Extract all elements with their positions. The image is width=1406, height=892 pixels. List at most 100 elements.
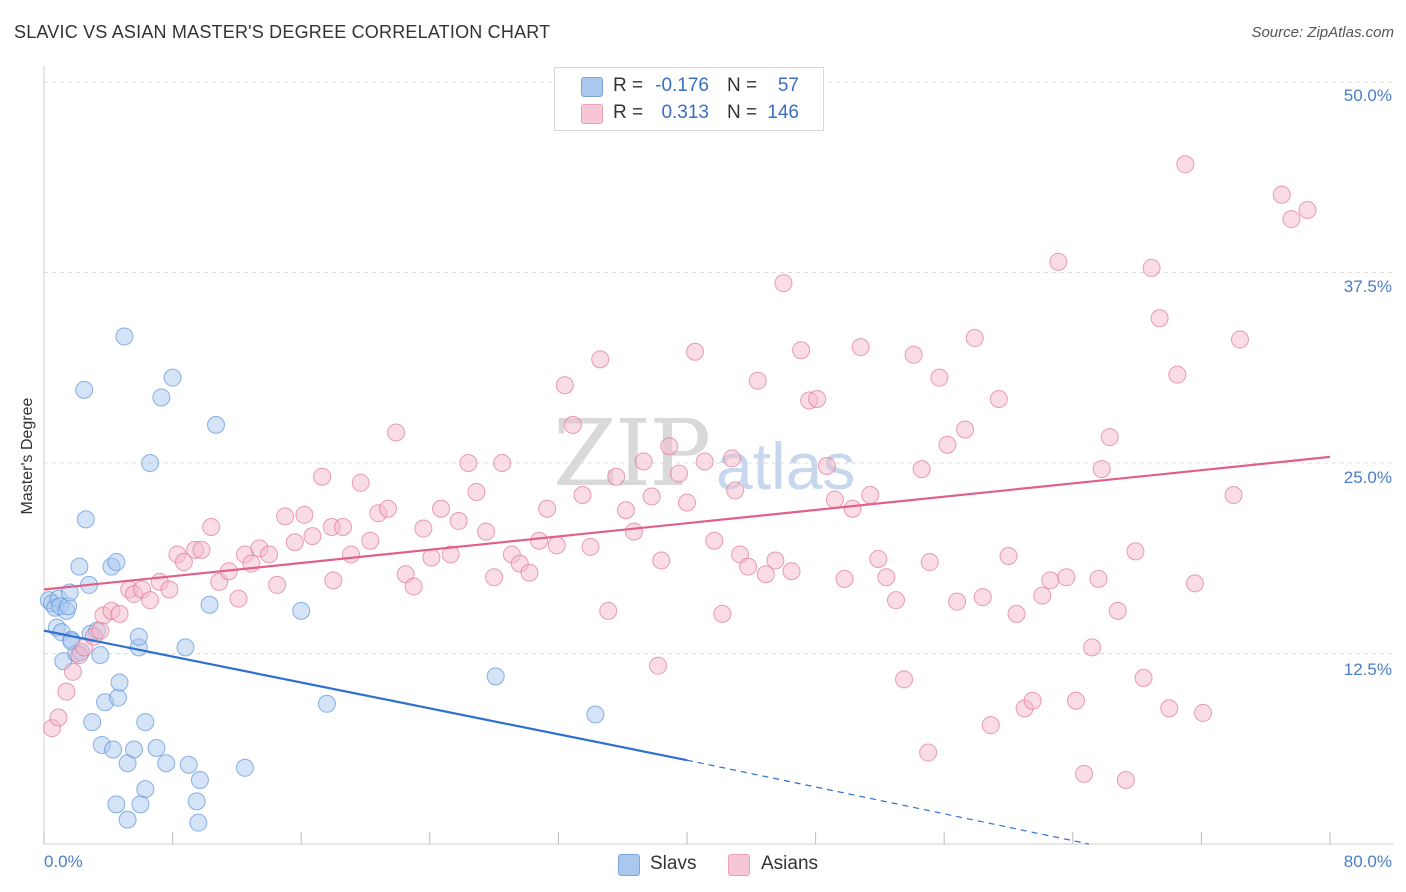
asians-point xyxy=(441,545,460,564)
asians-point xyxy=(695,452,714,471)
asians-point xyxy=(660,437,679,456)
asians-point xyxy=(851,338,870,357)
asians-point xyxy=(591,350,610,369)
slavs-point xyxy=(207,415,226,434)
asians-point xyxy=(295,505,314,524)
asians-point xyxy=(110,604,129,623)
slavs-point xyxy=(190,770,209,789)
asians-point xyxy=(723,449,742,468)
slavs-point xyxy=(317,694,336,713)
asians-point xyxy=(260,545,279,564)
legend-asians-label: Asians xyxy=(761,853,819,874)
asians-point xyxy=(616,501,635,520)
asians-point xyxy=(1224,486,1243,505)
chart-title: SLAVIC VS ASIAN MASTER'S DEGREE CORRELAT… xyxy=(14,22,551,42)
asians-point xyxy=(649,656,668,675)
asians-point xyxy=(303,527,322,546)
asians-point xyxy=(538,499,557,518)
asians-point xyxy=(1100,428,1119,447)
asians-point xyxy=(449,511,468,530)
n-label: N = xyxy=(727,102,758,123)
x-tick-label-max: 80.0% xyxy=(1343,852,1392,871)
asians-point xyxy=(919,743,938,762)
asians-point xyxy=(782,562,801,581)
asians-point xyxy=(1272,185,1291,204)
asians-point xyxy=(869,550,888,569)
asians-point xyxy=(229,589,248,608)
slavs-point xyxy=(83,713,102,732)
r-label: R = xyxy=(613,75,644,96)
asians-point xyxy=(387,423,406,442)
asians-point xyxy=(379,499,398,518)
asians-point xyxy=(467,482,486,501)
asians-point xyxy=(930,368,949,387)
slavs-point xyxy=(187,792,206,811)
asians-point xyxy=(1282,210,1301,229)
asians-point xyxy=(485,568,504,587)
y-tick-label: 12.5% xyxy=(1343,660,1392,679)
asians-point xyxy=(895,670,914,689)
asians-point xyxy=(1075,764,1094,783)
legend: Slavs Asians xyxy=(0,852,1406,878)
asians-point xyxy=(361,531,380,550)
asians-point xyxy=(581,537,600,556)
slavs-point xyxy=(129,627,148,646)
slavs-point xyxy=(118,810,137,829)
asians-point xyxy=(1142,258,1161,277)
slavs-point xyxy=(110,673,129,692)
asians-point xyxy=(904,345,923,364)
asians-point xyxy=(739,557,758,576)
asians-point xyxy=(1023,691,1042,710)
asians-point xyxy=(342,545,361,564)
asians-point xyxy=(835,569,854,588)
slavs-point xyxy=(104,740,123,759)
source-label: Source: ZipAtlas.com xyxy=(1251,24,1394,41)
asians-point xyxy=(981,716,1000,735)
slavs-point xyxy=(75,380,94,399)
slavs-point xyxy=(163,368,182,387)
slavs-point xyxy=(108,688,127,707)
asians-point xyxy=(748,371,767,390)
asians-point xyxy=(563,415,582,434)
asians-point xyxy=(1176,155,1195,174)
asians-point xyxy=(634,452,653,471)
r-value: 0.313 xyxy=(661,102,709,123)
r-value: -0.176 xyxy=(655,75,709,96)
asians-point xyxy=(547,536,566,555)
y-axis-label: Master's Degree xyxy=(19,397,36,515)
slavs-point xyxy=(179,755,198,774)
asians-point xyxy=(1126,542,1145,561)
slavs-point xyxy=(486,667,505,686)
slavs-point xyxy=(157,754,176,773)
asians-point xyxy=(726,481,745,500)
slavs-point xyxy=(152,388,171,407)
asians-point xyxy=(965,329,984,348)
x-tick-label-min: 0.0% xyxy=(44,852,83,871)
asians-point xyxy=(141,591,160,610)
asians-point xyxy=(313,467,332,486)
n-value: 146 xyxy=(767,102,799,123)
stats-row-slavs: R = -0.176 N = 57 xyxy=(555,75,823,101)
slavs-point xyxy=(292,601,311,620)
asians-point xyxy=(938,435,957,454)
asians-point xyxy=(792,341,811,360)
slavs-point xyxy=(189,813,208,832)
asians-point xyxy=(1298,201,1317,220)
slavs-point xyxy=(107,553,126,572)
asians-point xyxy=(268,575,287,594)
asians-point xyxy=(530,531,549,550)
asians-point xyxy=(607,467,626,486)
asians-swatch xyxy=(581,104,603,124)
asians-point xyxy=(414,519,433,538)
asians-point xyxy=(1168,365,1187,384)
asians-point xyxy=(1108,601,1127,620)
asians-point xyxy=(999,546,1018,565)
slavs-point xyxy=(115,327,134,346)
asians-point xyxy=(192,540,211,559)
asians-point xyxy=(669,464,688,483)
asians-point xyxy=(1007,604,1026,623)
slavs-swatch xyxy=(581,77,603,97)
slavs-point xyxy=(131,795,150,814)
asians-point xyxy=(1041,571,1060,590)
asians-point xyxy=(285,533,304,552)
